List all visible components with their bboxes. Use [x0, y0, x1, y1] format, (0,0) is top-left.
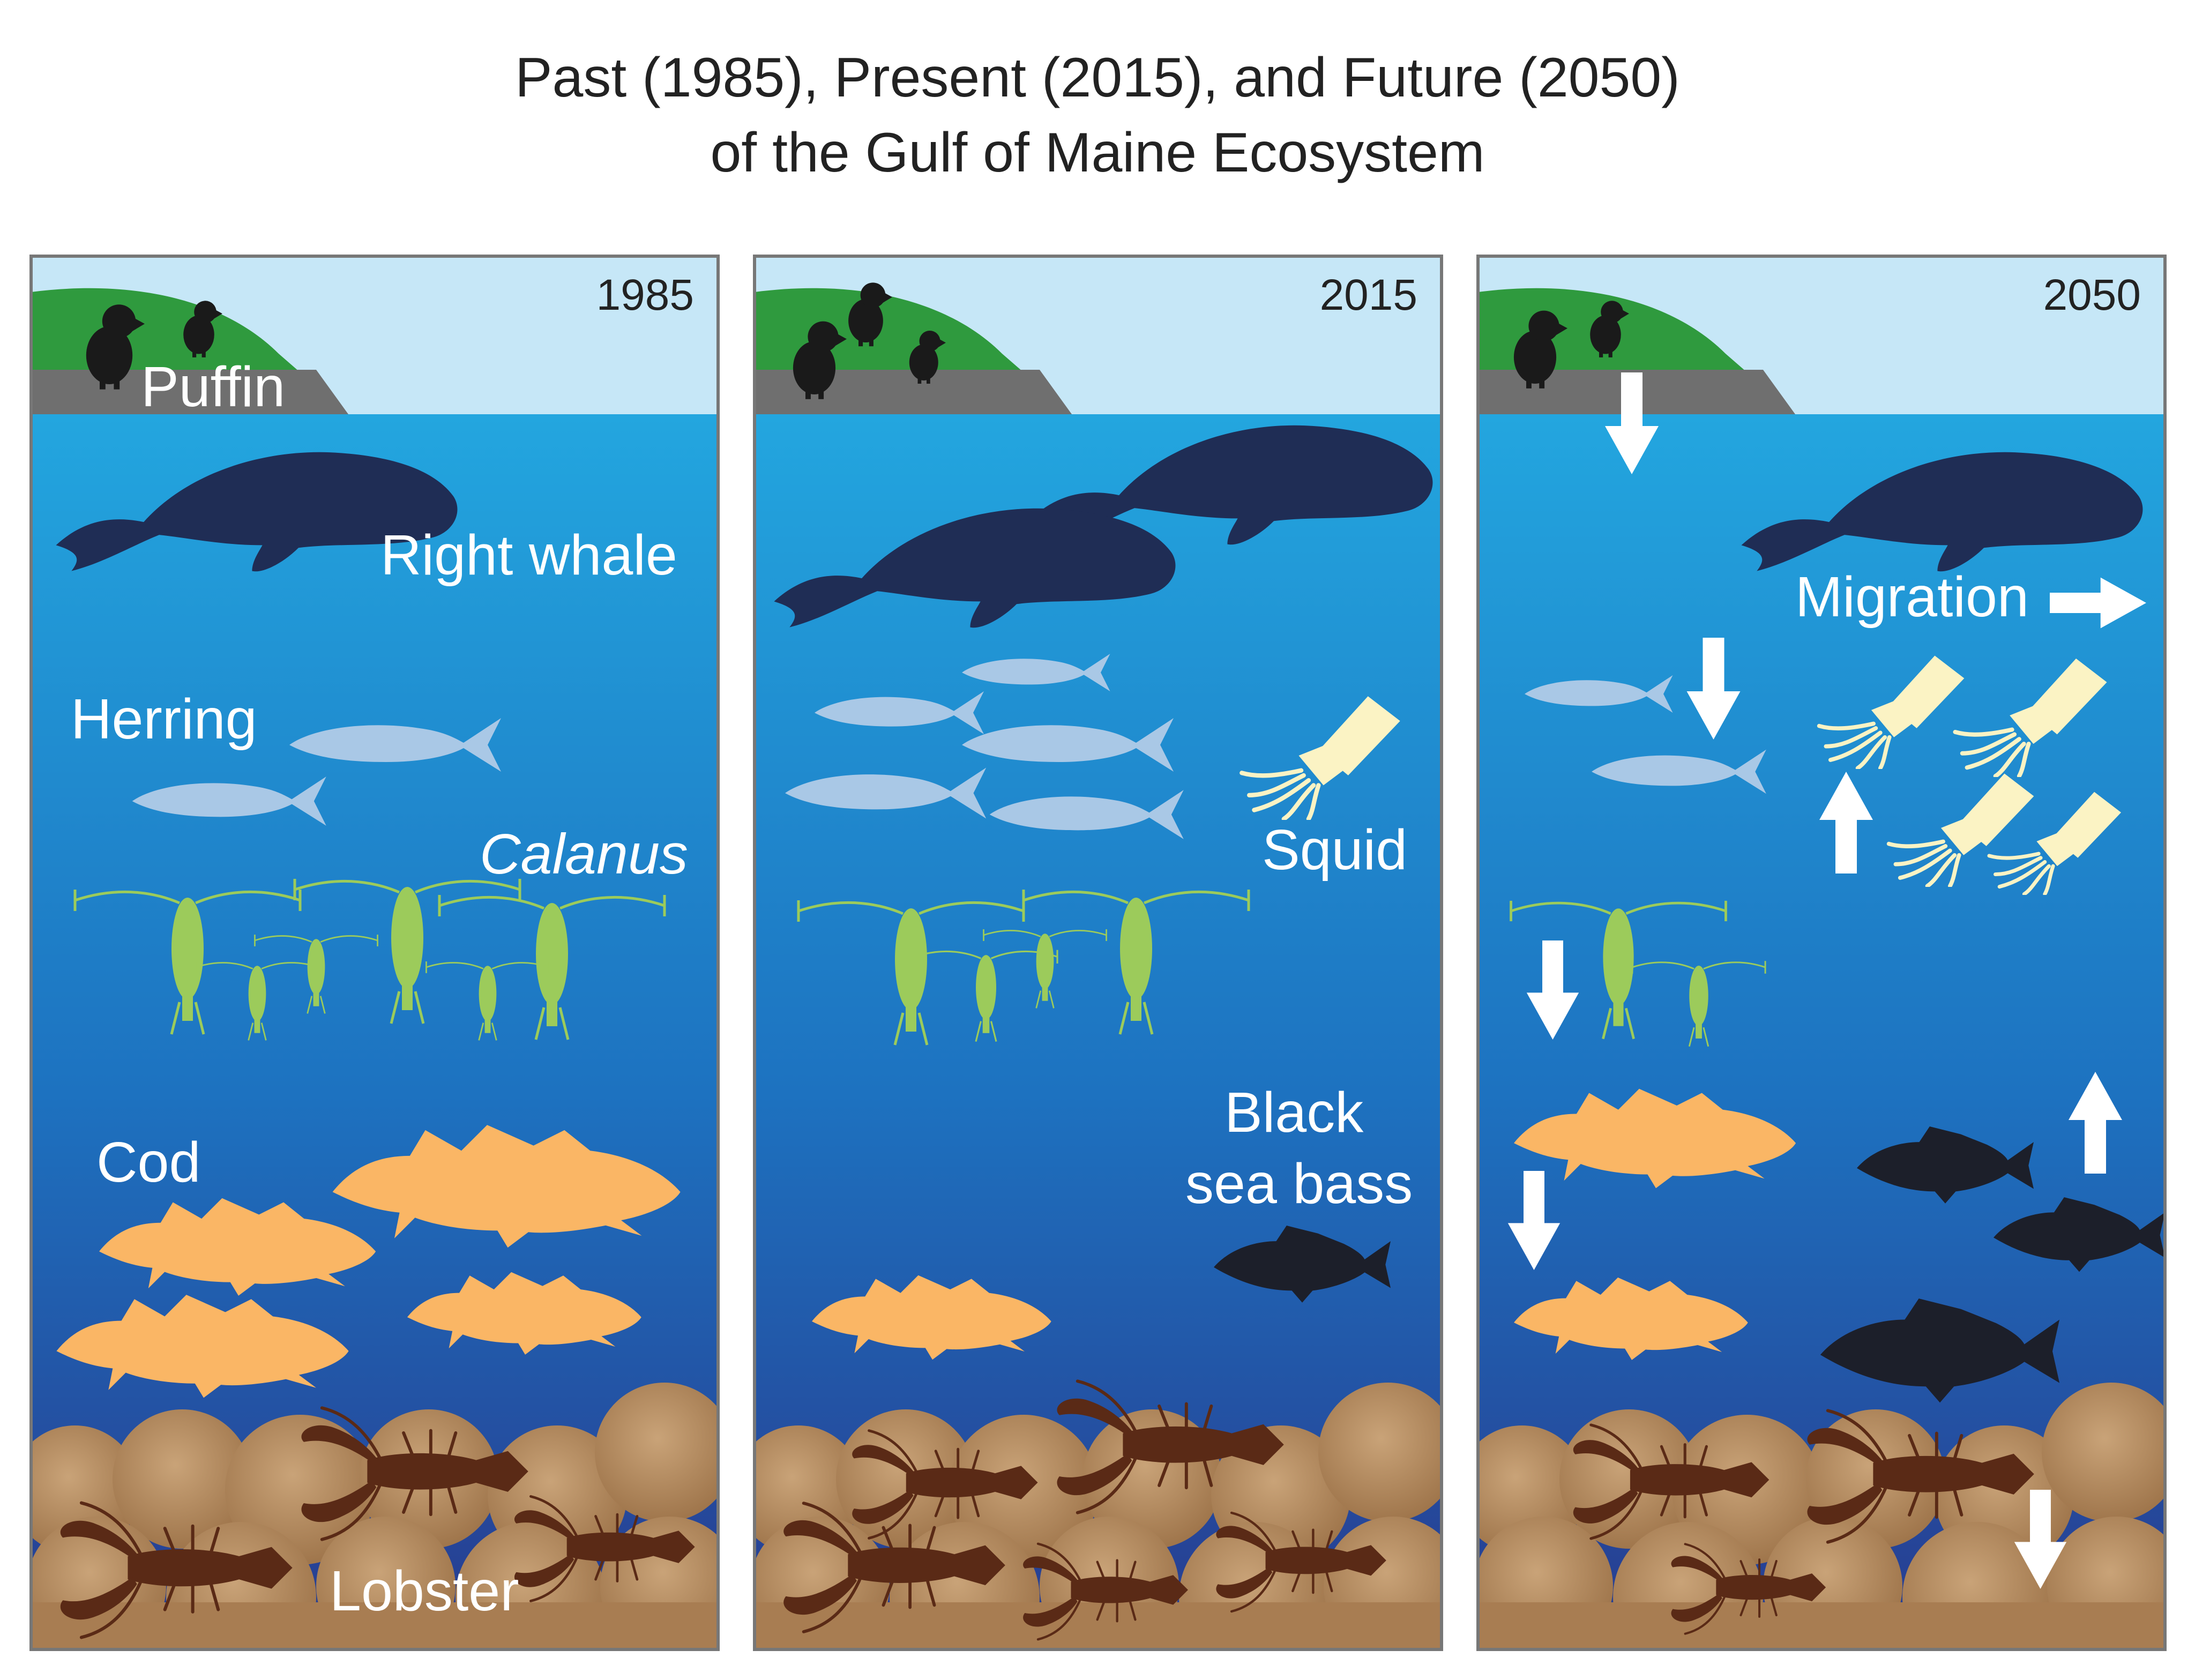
panel-2015: 2015 Squid Black sea bass	[753, 255, 1443, 1651]
title-line-2: of the Gulf of Maine Ecosystem	[710, 122, 1485, 184]
label-cod: Cod	[96, 1131, 200, 1194]
year-label: 2050	[2043, 271, 2141, 319]
label-puffin: Puffin	[141, 355, 285, 419]
label-black-sea-bass-2: sea bass	[1185, 1152, 1413, 1215]
label-calanus: Calanus	[480, 823, 688, 886]
label-black-sea-bass-1: Black	[1225, 1081, 1364, 1144]
panel-border	[29, 255, 720, 1651]
label-herring: Herring	[71, 688, 257, 751]
panel-border	[753, 255, 1443, 1651]
panel-2050: 2050 Migration	[1476, 255, 2167, 1651]
label-lobster: Lobster	[330, 1559, 519, 1623]
title-line-1: Past (1985), Present (2015), and Future …	[515, 47, 1680, 109]
year-label: 2015	[1320, 271, 1417, 319]
label-migration: Migration	[1795, 565, 2029, 629]
year-label: 1985	[596, 271, 694, 319]
panel-1985: 1985 Puffin Right whale Herring Calanus …	[29, 255, 720, 1651]
label-squid: Squid	[1262, 818, 1407, 882]
panel-border	[1476, 255, 2167, 1651]
label-right-whale: Right whale	[380, 524, 677, 587]
rock	[755, 370, 1072, 414]
